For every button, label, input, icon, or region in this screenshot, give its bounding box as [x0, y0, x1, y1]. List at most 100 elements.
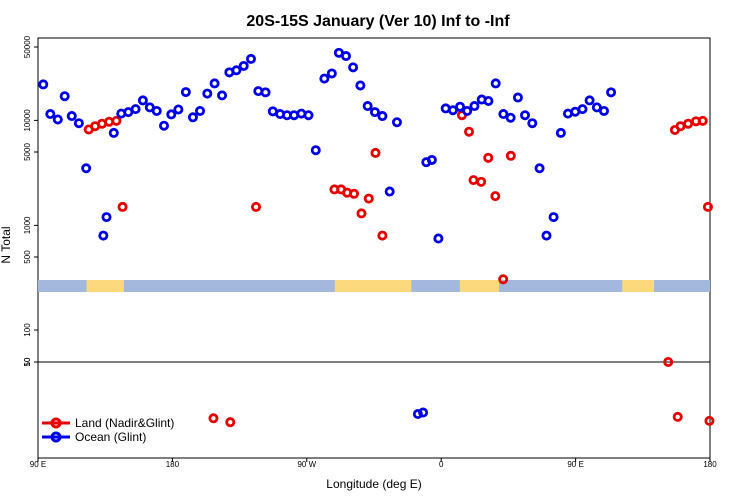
- ocean-point: [130, 104, 141, 115]
- land-point: [476, 176, 487, 187]
- ocean-point: [384, 186, 395, 197]
- ocean-point: [137, 95, 148, 106]
- ocean-point: [455, 101, 466, 112]
- land-point: [704, 415, 715, 426]
- ocean-point: [98, 230, 109, 241]
- ocean-point: [310, 145, 321, 156]
- y-upper-tick-label: 10000: [23, 109, 32, 132]
- ocean-point: [180, 87, 191, 98]
- land-point: [683, 118, 694, 129]
- ocean-point: [606, 87, 617, 98]
- ocean-point: [584, 95, 595, 106]
- land-band-1: [334, 280, 412, 292]
- ocean-point: [101, 212, 112, 223]
- land-band-3: [622, 280, 654, 292]
- ocean-point: [498, 109, 509, 120]
- y-upper-tick-label: 50000: [23, 35, 32, 58]
- ocean-point: [412, 409, 423, 420]
- land-band-0: [86, 280, 124, 292]
- land-point: [356, 208, 367, 219]
- ocean-point: [534, 163, 545, 174]
- land-point: [697, 115, 708, 126]
- ocean-point: [245, 53, 256, 64]
- land-point: [505, 150, 516, 161]
- land-point: [498, 274, 509, 285]
- x-axis: 90 E 180 90 W 0 90 E 180: [30, 458, 717, 469]
- ocean-point: [209, 78, 220, 89]
- land-point: [208, 413, 219, 424]
- data-points: [38, 47, 715, 428]
- land-point: [363, 193, 374, 204]
- ocean-point: [187, 112, 198, 123]
- y-middle-tick-label: 50: [23, 357, 32, 366]
- y-axis-label: N Total: [0, 226, 13, 263]
- land-point: [672, 411, 683, 422]
- ocean-point: [260, 87, 271, 98]
- y-upper-tick-label: 5000: [23, 143, 32, 161]
- ocean-point: [426, 154, 437, 165]
- ocean-point: [73, 118, 84, 129]
- ocean-point: [158, 120, 169, 131]
- y-middle-tick-label: 100: [23, 323, 32, 337]
- land-point: [111, 115, 122, 126]
- land-point: [663, 356, 674, 367]
- land-point: [702, 201, 713, 212]
- plot-frame: [37, 37, 711, 459]
- ocean-point: [166, 109, 177, 120]
- ocean-point: [319, 73, 330, 84]
- ocean-point: [326, 68, 337, 79]
- ocean-point: [45, 109, 56, 120]
- ocean-point: [391, 117, 402, 128]
- ocean-point: [577, 104, 588, 115]
- x-axis-label: Longitude (deg E): [326, 477, 421, 491]
- ocean-point: [217, 90, 228, 101]
- ocean-point: [355, 80, 366, 91]
- ocean-point: [173, 104, 184, 115]
- ocean-point: [548, 212, 559, 223]
- ocean-point: [418, 407, 429, 418]
- land-point: [675, 121, 686, 132]
- land-point: [490, 191, 501, 202]
- ocean-point: [555, 127, 566, 138]
- ocean-point: [598, 105, 609, 116]
- land-point: [377, 230, 388, 241]
- ocean-point: [108, 127, 119, 138]
- legend-land-label: Land (Nadir&Glint): [75, 416, 174, 430]
- ocean-point: [202, 88, 213, 99]
- legend-ocean-marker: [50, 431, 62, 443]
- land-band-2: [459, 280, 500, 292]
- ocean-point: [66, 111, 77, 122]
- ocean-point: [369, 107, 380, 118]
- land-point: [464, 126, 475, 137]
- ocean-point: [81, 163, 92, 174]
- land-ocean-mask: [38, 280, 710, 292]
- y-upper-tick-label: 500: [23, 250, 32, 264]
- chart-title: 20S-15S January (Ver 10) Inf to -Inf: [246, 13, 510, 30]
- ocean-point: [377, 111, 388, 122]
- ocean-point: [195, 105, 206, 116]
- ocean-point: [490, 78, 501, 89]
- ocean-point: [348, 62, 359, 73]
- x-tick-label: 90 E: [30, 460, 46, 469]
- ocean-point: [362, 101, 373, 112]
- ocean-point: [303, 110, 314, 121]
- x-tick-label: 90 W: [297, 460, 316, 469]
- legend-land-marker: [50, 417, 62, 429]
- ocean-point: [59, 91, 70, 102]
- y-lower-tick-label: 10: [23, 357, 32, 366]
- x-tick-label: 180: [166, 460, 180, 469]
- ocean-point: [512, 92, 523, 103]
- ocean-point: [541, 230, 552, 241]
- ocean-point: [462, 105, 473, 116]
- ocean-point: [433, 233, 444, 244]
- ocean-point: [38, 79, 49, 90]
- land-point: [468, 175, 479, 186]
- land-point: [117, 201, 128, 212]
- land-point: [225, 417, 236, 428]
- ocean-point: [238, 60, 249, 71]
- legend: Land (Nadir&Glint) Ocean (Glint): [42, 416, 174, 444]
- ocean-point: [151, 105, 162, 116]
- land-point: [349, 188, 360, 199]
- y-upper-tick-label: 1000: [23, 216, 32, 234]
